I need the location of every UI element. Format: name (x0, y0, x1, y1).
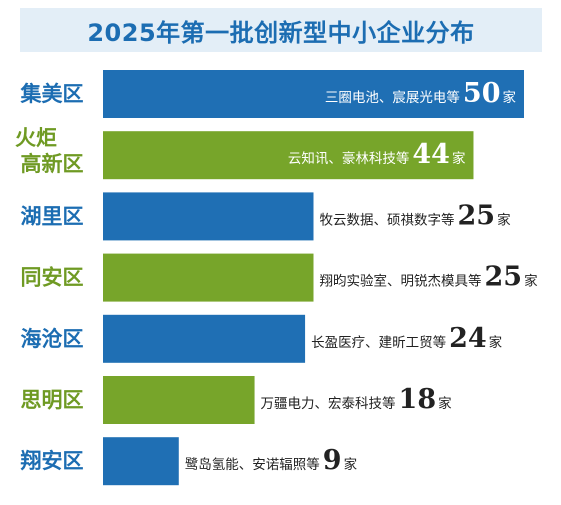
unit-label: 家 (524, 273, 538, 290)
bar (103, 314, 306, 363)
district-label: 同安区 (21, 266, 84, 290)
district-label: 翔安区 (21, 449, 84, 473)
value-label: 9 (323, 445, 342, 476)
district-label: 海沧区 (21, 327, 84, 351)
unit-label: 家 (489, 334, 503, 351)
district-label: 集美区 (20, 82, 84, 106)
bar (103, 192, 314, 241)
value-label: 24 (449, 323, 487, 354)
bar (103, 437, 179, 486)
bar-annotation-group: 长盈医疗、建昕工贸等 24 家 (311, 323, 503, 354)
company-annotation: 云知讯、豪林科技等 (288, 150, 410, 167)
value-label: 25 (458, 200, 496, 231)
unit-label: 家 (503, 89, 517, 106)
chart-title: 2025年第一批创新型中小企业分布 (87, 18, 475, 47)
bar-annotation-group: 牧云数据、硕祺数字等 25 家 (320, 200, 512, 231)
value-label: 50 (463, 78, 501, 109)
title-bar: 2025年第一批创新型中小企业分布 (20, 8, 542, 52)
company-annotation: 牧云数据、硕祺数字等 (320, 211, 455, 228)
bar (103, 70, 524, 118)
value-label: 44 (412, 139, 450, 170)
bar-annotation-group: 翔昀实验室、明锐杰模具等 25 家 (320, 262, 539, 293)
bar-annotation-group: 万疆电力、宏泰科技等 18 家 (261, 384, 453, 415)
district-label: 思明区 (21, 388, 84, 412)
bar-annotation-group: 鹭岛氢能、安诺辐照等 9 家 (185, 445, 358, 476)
company-annotation: 鹭岛氢能、安诺辐照等 (185, 456, 320, 473)
company-annotation: 长盈医疗、建昕工贸等 (311, 334, 446, 351)
bar (103, 253, 314, 302)
company-annotation: 万疆电力、宏泰科技等 (261, 395, 396, 412)
district-label: 火炬高新区 (15, 126, 84, 176)
unit-label: 家 (497, 211, 511, 228)
unit-label: 家 (344, 456, 358, 473)
bar (103, 131, 474, 180)
bar (103, 376, 255, 424)
district-label: 湖里区 (21, 204, 84, 228)
company-annotation: 翔昀实验室、明锐杰模具等 (320, 273, 482, 290)
district-label-line: 火炬 (15, 126, 57, 150)
unit-label: 家 (438, 395, 452, 412)
company-annotation: 三圈电池、宸展光电等 (325, 89, 460, 106)
district-label-line: 高新区 (21, 152, 84, 176)
value-label: 25 (485, 262, 523, 293)
bar-annotation-group: 三圈电池、宸展光电等 50 家 (325, 78, 517, 109)
unit-label: 家 (452, 150, 466, 167)
value-label: 18 (399, 384, 437, 415)
bar-annotation-group: 云知讯、豪林科技等 44 家 (288, 139, 466, 170)
